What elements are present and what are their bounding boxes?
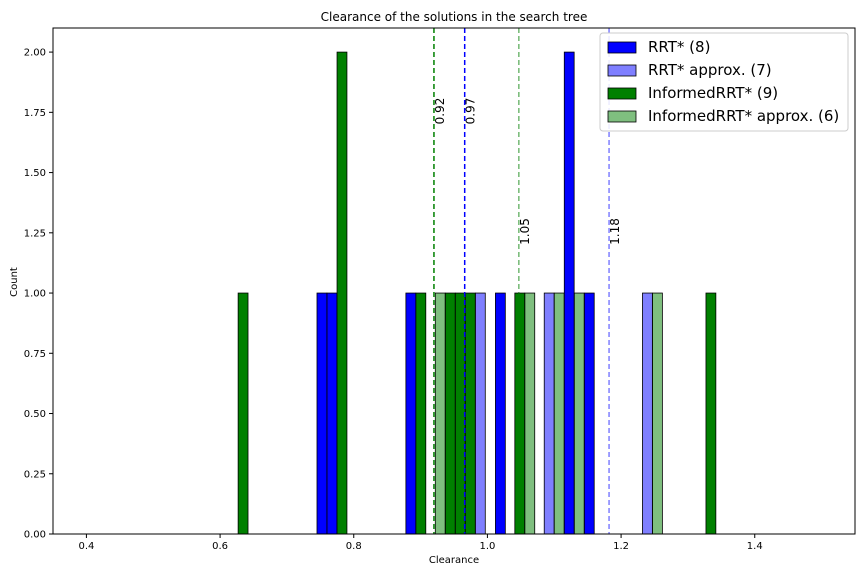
mean-line-label-2: 1.05 [518, 218, 532, 245]
y-tick-label-2: 0.50 [24, 409, 46, 420]
bar-series-1-2 [642, 292, 653, 535]
bar-series-1-0 [474, 292, 486, 535]
x-tick-label-1: 0.6 [212, 541, 228, 552]
bar-series-2-1 [336, 51, 348, 535]
legend-box [599, 32, 849, 132]
legend-label-2: InformedRRT* (9) [648, 84, 778, 102]
axes-frame [52, 27, 856, 535]
chart-title: Clearance of the solutions in the search… [321, 10, 588, 24]
y-tick-label-5: 1.25 [24, 228, 46, 239]
mean-line-label-3: 1.18 [608, 218, 622, 245]
mean-line-label-1: 0.97 [464, 98, 478, 125]
bar-series-2-0 [237, 292, 249, 535]
bar-series-2-7 [705, 292, 717, 535]
x-tick-label-5: 1.4 [747, 541, 763, 552]
bar-series-2-4 [454, 292, 466, 535]
mean-line-label-0: 0.92 [433, 98, 447, 125]
bar-series-2-3 [444, 292, 456, 535]
x-tick-label-4: 1.2 [613, 541, 629, 552]
bar-series-0-5 [583, 292, 595, 535]
bar-series-2-5 [464, 292, 476, 535]
legend-swatch-3 [607, 110, 637, 123]
bar-series-1-1 [543, 292, 555, 535]
legend-swatch-0 [607, 41, 637, 54]
y-tick-label-8: 2.00 [24, 48, 46, 59]
y-tick-label-4: 1.00 [24, 289, 46, 300]
legend-swatch-2 [607, 87, 637, 100]
legend-label-1: RRT* approx. (7) [648, 61, 772, 79]
bar-series-3-0 [434, 292, 446, 535]
y-tick-label-7: 1.75 [24, 108, 46, 119]
bar-series-3-4 [652, 292, 663, 535]
bar-series-0-2 [405, 292, 417, 535]
x-tick-label-3: 1.0 [479, 541, 495, 552]
bar-series-0-1 [326, 292, 338, 535]
x-tick-label-0: 0.4 [78, 541, 94, 552]
legend-swatch-1 [607, 64, 637, 77]
bar-series-3-3 [573, 292, 585, 535]
bar-series-0-3 [495, 292, 506, 535]
y-tick-label-3: 0.75 [24, 349, 46, 360]
y-axis-label: Count [9, 267, 20, 297]
y-tick-label-1: 0.25 [24, 469, 46, 480]
x-axis-label: Clearance [429, 555, 479, 566]
y-tick-label-6: 1.50 [24, 168, 46, 179]
bar-series-3-1 [524, 292, 536, 535]
bar-series-0-4 [563, 51, 575, 535]
bar-series-2-2 [415, 292, 427, 535]
bar-series-2-6 [514, 292, 526, 535]
bar-series-0-0 [316, 292, 328, 535]
legend-label-0: RRT* (8) [648, 38, 710, 56]
bar-series-3-2 [553, 292, 565, 535]
plot-area: 0.92 0.97 1.05 1.18 0.4 0.6 0.8 1.0 1.2 1.4 0.00 0.… [24, 27, 856, 552]
legend-label-3: InformedRRT* approx. (6) [648, 107, 839, 125]
x-tick-label-2: 0.8 [346, 541, 362, 552]
y-tick-label-0: 0.00 [24, 530, 46, 541]
legend: RRT* (8) RRT* approx. (7) InformedRRT* (9)… [599, 32, 849, 132]
